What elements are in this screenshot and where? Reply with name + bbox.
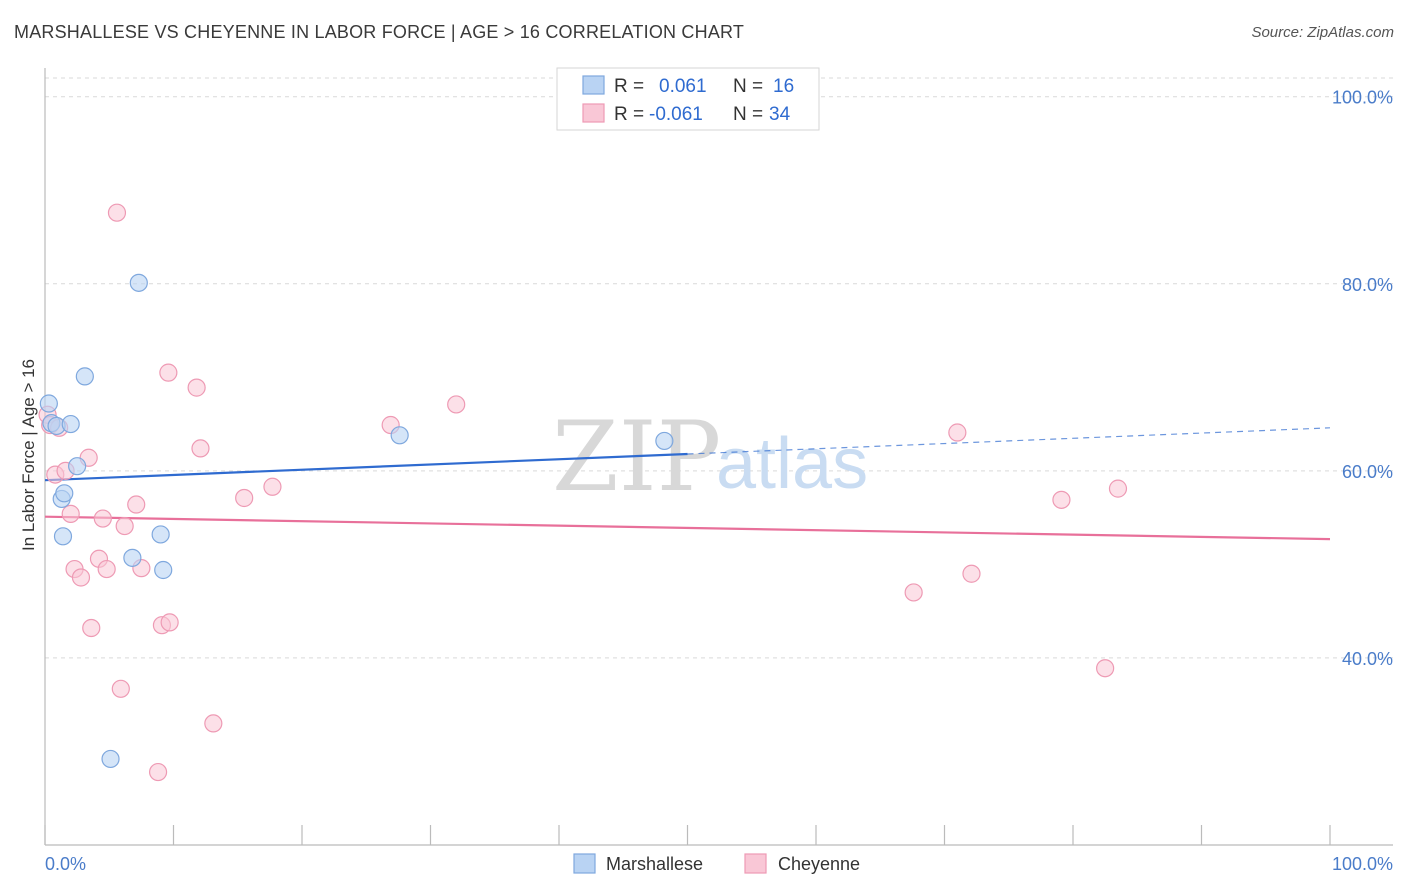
legend-r-value-1: 0.061 [659, 76, 707, 97]
point-marshallese [154, 560, 173, 580]
scatter-points [38, 203, 1128, 782]
point-marshallese [53, 527, 73, 546]
bottom-legend-cheyenne: Cheyenne [778, 854, 860, 874]
source-label: Source: ZipAtlas.com [1251, 24, 1394, 41]
legend-n-label-1: N = [733, 76, 763, 97]
point-cheyenne [111, 679, 130, 698]
point-cheyenne [1096, 659, 1115, 678]
point-cheyenne [204, 714, 223, 733]
trend-lines [44, 427, 1331, 541]
chart-title: MARSHALLESE VS CHEYENNE IN LABOR FORCE |… [14, 22, 745, 42]
point-cheyenne [1052, 490, 1071, 509]
legend-r-label-2: R = [614, 104, 644, 125]
legend-n-label-2: N = [733, 104, 763, 125]
bottom-legend-swatch-cheyenne [744, 853, 767, 874]
point-cheyenne [447, 395, 466, 414]
legend-swatch-marshallese [582, 75, 605, 95]
legend-swatch-cheyenne [582, 103, 605, 123]
legend-n-value-2: 34 [769, 104, 791, 125]
point-cheyenne [187, 378, 206, 397]
legend-r-label-1: R = [614, 76, 644, 97]
y-tick-labels: 40.0% 60.0% 80.0% 100.0% [1332, 88, 1393, 669]
point-cheyenne [115, 516, 134, 536]
point-marshallese [75, 367, 94, 386]
point-cheyenne [160, 613, 179, 632]
y-tick-label: 40.0% [1342, 649, 1393, 669]
axes [44, 68, 1393, 846]
point-cheyenne [107, 203, 127, 222]
bottom-legend-marshallese: Marshallese [606, 854, 703, 874]
point-cheyenne [82, 618, 101, 638]
point-cheyenne [191, 439, 210, 458]
legend-r-value-2: -0.061 [649, 104, 703, 125]
bottom-legend-swatch-marshallese [573, 853, 596, 874]
point-marshallese [61, 414, 80, 434]
point-marshallese [39, 394, 58, 413]
point-marshallese [55, 484, 74, 503]
trend-line-marshallese [44, 452, 688, 482]
point-cheyenne [904, 583, 923, 602]
bottom-legend: Marshallese Cheyenne [573, 853, 860, 874]
point-cheyenne [61, 504, 80, 523]
point-marshallese [68, 457, 87, 476]
point-cheyenne [235, 488, 254, 508]
point-marshallese [655, 431, 674, 451]
point-cheyenne [97, 559, 116, 579]
point-marshallese [129, 273, 148, 292]
point-marshallese [101, 749, 120, 769]
trend-line-cheyenne [44, 515, 1331, 541]
point-cheyenne [263, 477, 282, 496]
point-marshallese [390, 426, 409, 445]
point-cheyenne [148, 762, 168, 782]
point-cheyenne [159, 363, 178, 382]
point-cheyenne [93, 509, 112, 528]
trend-line-marshallese-extension [687, 427, 1331, 455]
y-axis-label: In Labor Force | Age > 16 [19, 359, 38, 551]
y-tick-label: 80.0% [1342, 275, 1393, 295]
watermark-atlas: atlas [716, 424, 868, 504]
top-legend: R = 0.061 N = 16 R = -0.061 N = 34 [556, 67, 820, 131]
point-cheyenne [71, 568, 91, 587]
point-marshallese [123, 548, 142, 567]
y-tick-label: 100.0% [1332, 88, 1393, 108]
grid-lines [45, 77, 1393, 659]
x-tick-labels: 0.0% 100.0% [45, 854, 1393, 874]
point-marshallese [151, 525, 170, 544]
x-tick-label-start: 0.0% [45, 854, 86, 874]
point-cheyenne [1108, 479, 1128, 498]
x-tick-label-end: 100.0% [1332, 854, 1393, 874]
legend-n-value-1: 16 [773, 76, 794, 97]
y-tick-label: 60.0% [1342, 462, 1393, 482]
point-cheyenne [962, 564, 981, 583]
point-cheyenne [127, 495, 146, 514]
point-cheyenne [948, 423, 967, 442]
